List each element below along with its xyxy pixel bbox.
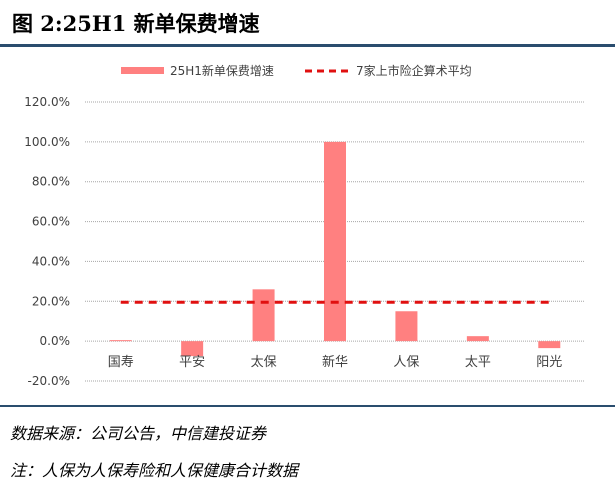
x-tick-label: 阳光 [536,355,562,370]
x-tick-label: 新华 [322,354,348,370]
bar [181,341,204,357]
bar [324,141,346,342]
data-note: 注：人保为人保寿险和人保健康合计数据 [10,461,299,480]
y-tick-label: 40.0% [32,254,70,268]
x-tick-label: 太保 [251,355,277,370]
chart-legend: 25H1新单保费增速 7家上市险企算术平均 [121,63,472,78]
legend-label-bar: 25H1新单保费增速 [170,63,274,78]
x-tick-label: 太平 [465,355,491,370]
x-tick-label: 平安 [179,355,205,370]
y-axis-ticks: -20.0% 0.0% 20.0% 40.0% 60.0% 80.0% 100.0% 120.… [24,95,70,388]
page-title: 图 2:25H1 新单保费增速 [12,11,260,36]
bar [466,336,489,342]
x-tick-label: 国寿 [108,355,134,370]
x-tick-label: 人保 [393,355,419,370]
x-axis-labels: 国寿 平安 太保 新华 人保 太平 阳光 [108,354,563,370]
footer-divider [0,405,615,407]
header: 图 2:25H1 新单保费增速 [0,0,615,47]
source-note: 数据来源：公司公告，中信建投证券 [10,424,267,443]
y-tick-label: 120.0% [24,95,70,109]
y-tick-label: 80.0% [32,175,70,189]
bar-chart: 25H1新单保费增速 7家上市险企算术平均 -20.0% 0.0% 20.0% 40.… [24,63,585,388]
y-tick-label: 100.0% [24,135,70,149]
bar-series [109,141,561,357]
bar [109,340,132,342]
bar [395,311,418,342]
y-tick-label: 20.0% [32,294,70,308]
legend-swatch-bar [121,67,164,74]
bar [252,289,275,342]
bar [538,341,561,349]
y-tick-label: 0.0% [40,334,71,348]
y-tick-label: 60.0% [32,215,70,229]
legend-label-line: 7家上市险企算术平均 [356,63,472,78]
y-tick-label: -20.0% [28,374,70,388]
title-divider [0,44,615,47]
